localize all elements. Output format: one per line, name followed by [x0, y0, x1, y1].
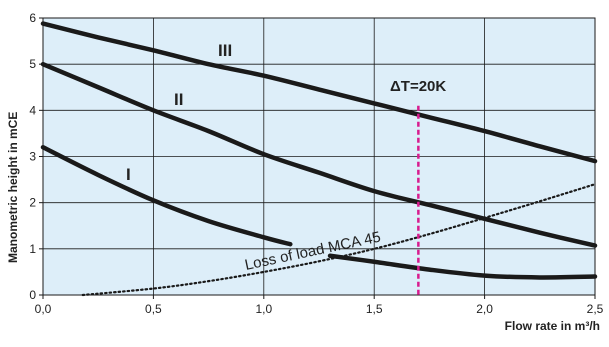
y-tick-label: 1 [29, 242, 36, 256]
series-i-0 [40, 145, 293, 247]
series-i-1 [327, 253, 598, 280]
y-tick-label: 2 [29, 196, 36, 210]
x-tick-label: 0,5 [145, 302, 162, 316]
curve-label-III: III [218, 41, 232, 60]
x-tick-label: 2,0 [476, 302, 493, 316]
y-ticks: 0 1 2 3 4 5 6 [29, 11, 43, 302]
delta-t-label: ΔT=20K [390, 78, 446, 95]
y-tick-label: 0 [29, 288, 36, 302]
y-tick-label: 6 [29, 11, 36, 25]
series-iii-3 [40, 21, 598, 164]
y-axis-title: Manometric height in mCE [6, 112, 20, 263]
y-tick-label: 5 [29, 57, 36, 71]
x-ticks: 0,0 0,5 1,0 1,5 2,0 2,5 [35, 295, 604, 316]
x-tick-label: 0,0 [35, 302, 52, 316]
x-tick-label: 2,5 [587, 302, 604, 316]
y-tick-label: 4 [29, 103, 36, 117]
series-loss-of-load-mca-45-4 [81, 183, 597, 297]
x-tick-label: 1,5 [366, 302, 383, 316]
grid-lines [43, 18, 595, 295]
curve-label-I: I [126, 165, 131, 184]
x-axis-title: Flow rate in m³/h [505, 319, 600, 333]
series-ii-2 [40, 61, 598, 248]
series-group [40, 21, 598, 297]
y-tick-label: 3 [29, 150, 36, 164]
x-tick-label: 1,0 [255, 302, 272, 316]
curve-label-II: II [174, 90, 183, 109]
